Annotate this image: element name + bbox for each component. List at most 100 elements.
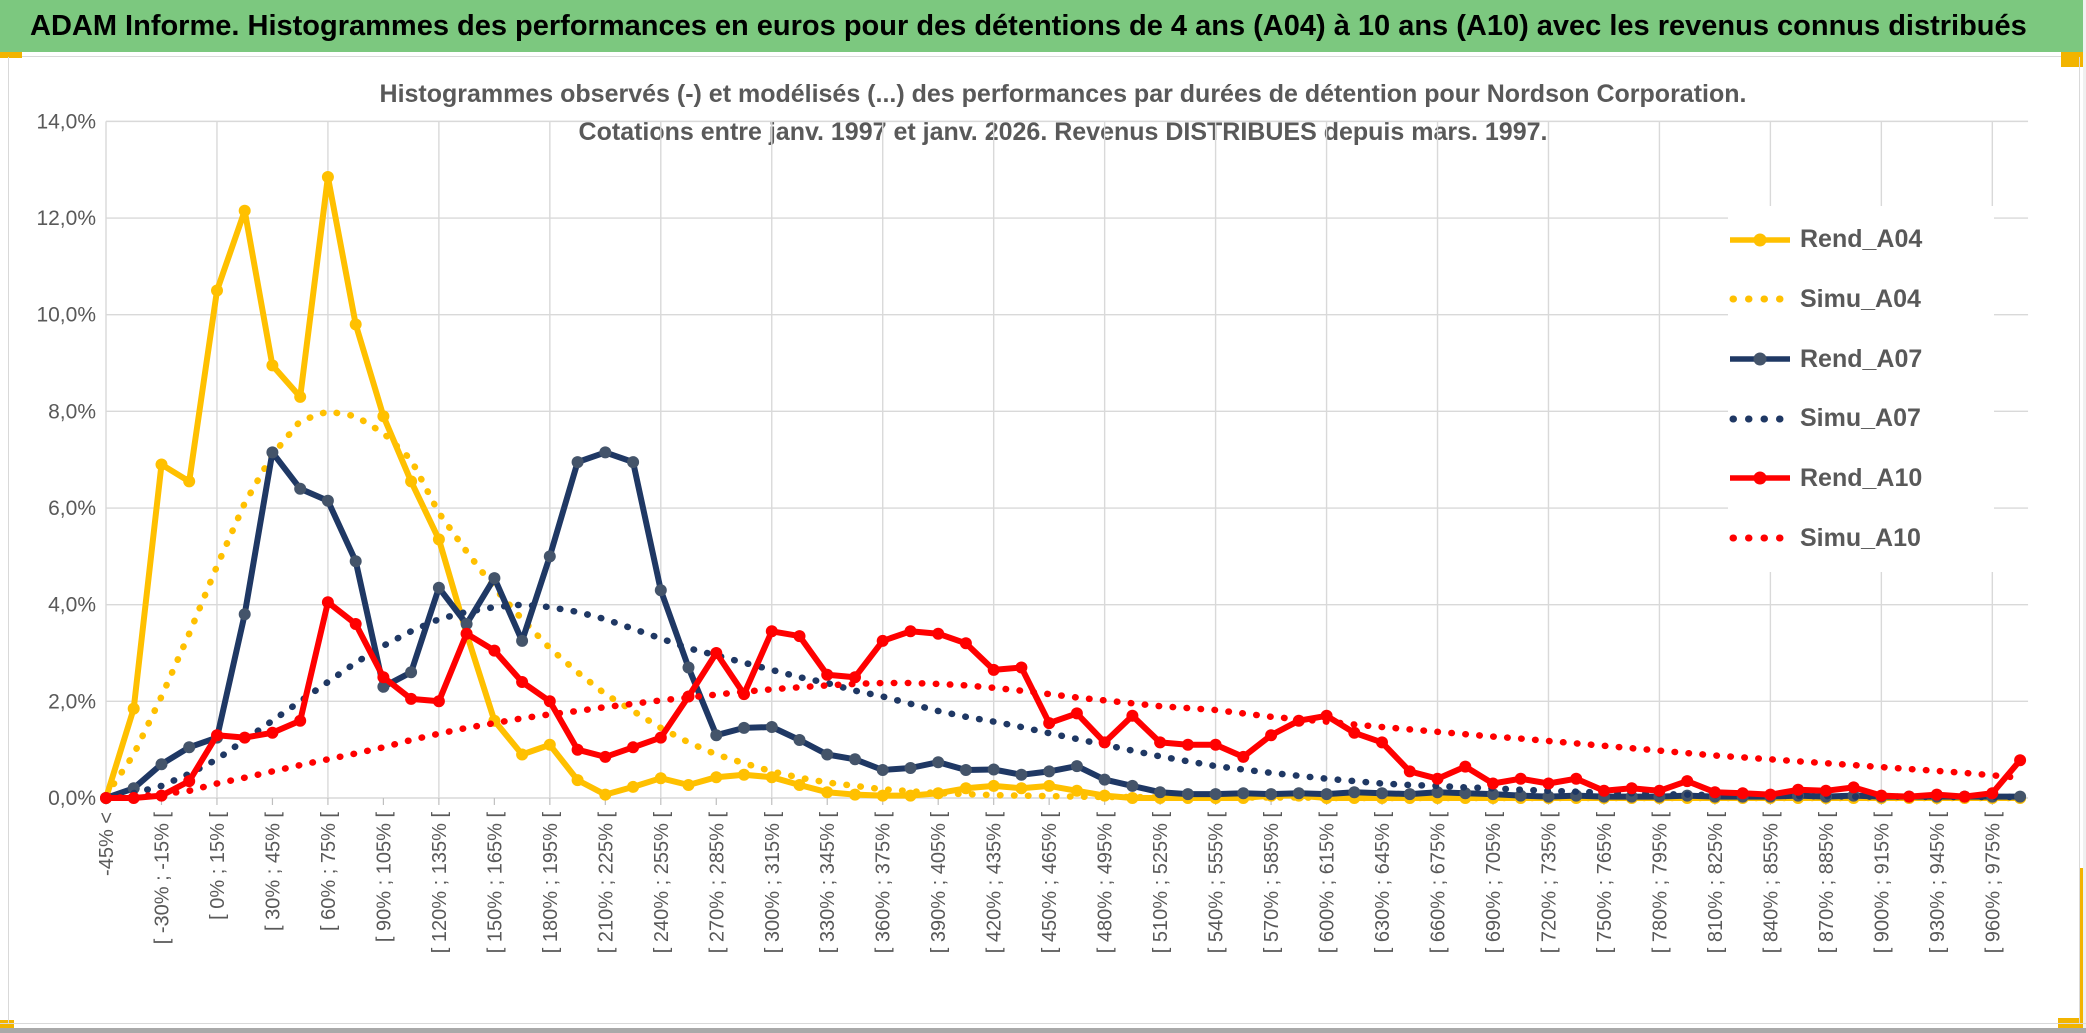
x-axis-tick-label: [ 900% ; 915% [ [1871,812,1893,954]
x-axis-tick-label: -45% < [96,812,118,876]
series-marker-Rend_A10 [1431,772,1444,785]
series-marker-Rend_A10 [1237,750,1250,763]
series-marker-Rend_A10 [294,714,307,727]
series-marker-Rend_A04 [294,390,307,403]
series-marker-Rend_A10 [1570,772,1583,785]
series-marker-Rend_A10 [349,618,362,630]
scrollbar-thumb-gold[interactable] [2079,868,2086,1033]
series-marker-Rend_A07 [405,666,418,679]
series-marker-Rend_A10 [1736,787,1749,800]
series-marker-Rend_A07 [1514,789,1527,802]
x-axis-tick-label: [ 480% ; 495% [ [1095,812,1117,954]
series-marker-Rend_A10 [2014,754,2027,767]
series-marker-Rend_A04 [987,779,1000,792]
series-marker-Rend_A04 [238,204,251,217]
legend-item-Rend_A07[interactable]: Rend_A07 [1728,345,1994,374]
x-axis-tick-label: [ 450% ; 465% [ [1039,812,1061,954]
series-marker-Rend_A07 [155,758,168,771]
status-strip [0,1028,2086,1033]
legend-item-Rend_A10[interactable]: Rend_A10 [1728,464,1994,493]
title-banner: ADAM Informe. Histogrammes des performan… [0,0,2083,52]
x-axis-tick-label: [ 270% ; 285% [ [706,812,728,954]
series-marker-Rend_A10 [238,731,251,744]
series-marker-Rend_A07 [654,584,667,597]
gold-accent-bottom-left [0,1020,14,1030]
x-axis-tick-label: [ 750% ; 765% [ [1594,812,1616,954]
legend-item-Rend_A04[interactable]: Rend_A04 [1728,225,1994,254]
x-axis-tick-label: [ 420% ; 435% [ [984,812,1006,954]
series-marker-Rend_A10 [1154,736,1167,749]
series-marker-Rend_A10 [1265,729,1278,742]
x-axis-tick-label: [ 0% ; 15% [ [207,812,229,920]
series-marker-Rend_A10 [543,695,556,708]
series-marker-Rend_A04 [959,782,972,795]
series-marker-Rend_A07 [266,446,279,459]
series-marker-Rend_A04 [377,410,390,423]
series-marker-Rend_A04 [1015,782,1028,795]
series-marker-Rend_A07 [849,753,861,766]
y-axis-tick-label: 14,0% [36,110,96,133]
series-marker-Rend_A07 [987,763,1000,776]
series-marker-Rend_A10 [1792,783,1805,796]
series-marker-Rend_A04 [682,779,695,791]
series-marker-Rend_A07 [627,456,640,469]
series-marker-Rend_A07 [876,764,889,776]
legend-item-Simu_A10[interactable]: Simu_A10 [1728,524,1994,553]
series-marker-Rend_A07 [543,550,556,563]
series-marker-Rend_A10 [1348,726,1361,739]
series-marker-Rend_A10 [599,750,612,763]
series-marker-Rend_A04 [543,738,556,751]
series-marker-Rend_A10 [959,637,972,650]
series-marker-Rend_A07 [793,734,806,746]
series-marker-Rend_A10 [1819,784,1832,797]
x-axis-tick-label: [ 810% ; 825% [ [1705,812,1727,954]
legend-item-Simu_A04[interactable]: Simu_A04 [1728,285,1994,314]
series-line-Rend_A10 [106,599,2023,801]
series-marker-Rend_A07 [1403,788,1416,801]
series-marker-Rend_A04 [793,779,806,791]
series-marker-Rend_A10 [1403,765,1416,778]
x-axis-tick-label: [ 390% ; 405% [ [928,812,950,954]
legend-item-label: Rend_A10 [1800,463,1923,492]
series-marker-Rend_A04 [1098,789,1111,802]
legend-solid-line-icon [1730,233,1790,247]
series-marker-Rend_A10 [1376,736,1388,749]
series-marker-Rend_A04 [349,318,362,331]
series-marker-Rend_A04 [211,284,223,297]
series-marker-Rend_A07 [183,741,196,754]
series-marker-Rend_A10 [1986,787,1999,800]
x-axis-tick-label: [ 690% ; 705% [ [1483,812,1505,954]
series-marker-Rend_A10 [1514,772,1527,785]
x-axis-tick-label: [ 150% ; 165% [ [484,812,506,954]
x-axis-tick-label: [ 720% ; 735% [ [1538,812,1560,954]
series-marker-Rend_A10 [571,743,584,756]
series-marker-Rend_A04 [127,702,140,715]
series-marker-Rend_A07 [710,729,723,742]
series-marker-Rend_A10 [1126,709,1139,722]
series-marker-Rend_A10 [321,596,334,609]
series-marker-Rend_A10 [654,731,667,744]
x-axis-tick-label: [ 570% ; 585% [ [1261,812,1283,954]
series-marker-Rend_A10 [821,668,834,681]
series-marker-Rend_A07 [1348,786,1361,799]
x-axis-tick-label: [ 120% ; 135% [ [429,812,451,954]
legend-item-label: Rend_A07 [1800,344,1923,373]
y-axis-tick-label: 0,0% [48,787,96,810]
y-axis-tick-label: 2,0% [48,690,96,713]
series-marker-Rend_A04 [321,171,334,183]
series-marker-Rend_A07 [1098,773,1111,786]
series-marker-Rend_A07 [460,618,473,630]
legend-item-Simu_A07[interactable]: Simu_A07 [1728,404,1994,433]
x-axis-tick-label: [ 840% ; 855% [ [1760,812,1782,954]
series-marker-Rend_A10 [1181,738,1194,751]
series-marker-Rend_A10 [1209,738,1222,751]
series-marker-Rend_A10 [377,671,390,684]
y-axis-tick-label: 10,0% [36,304,96,327]
series-marker-Rend_A07 [1126,779,1139,792]
series-marker-Rend_A07 [765,721,778,733]
x-axis-tick-label: [ 210% ; 225% [ [595,812,617,954]
series-marker-Rend_A10 [1847,781,1860,794]
window-edge-right [2083,0,2086,1033]
series-marker-Rend_A04 [516,748,529,761]
x-axis-tick-label: [ 780% ; 795% [ [1649,812,1671,954]
